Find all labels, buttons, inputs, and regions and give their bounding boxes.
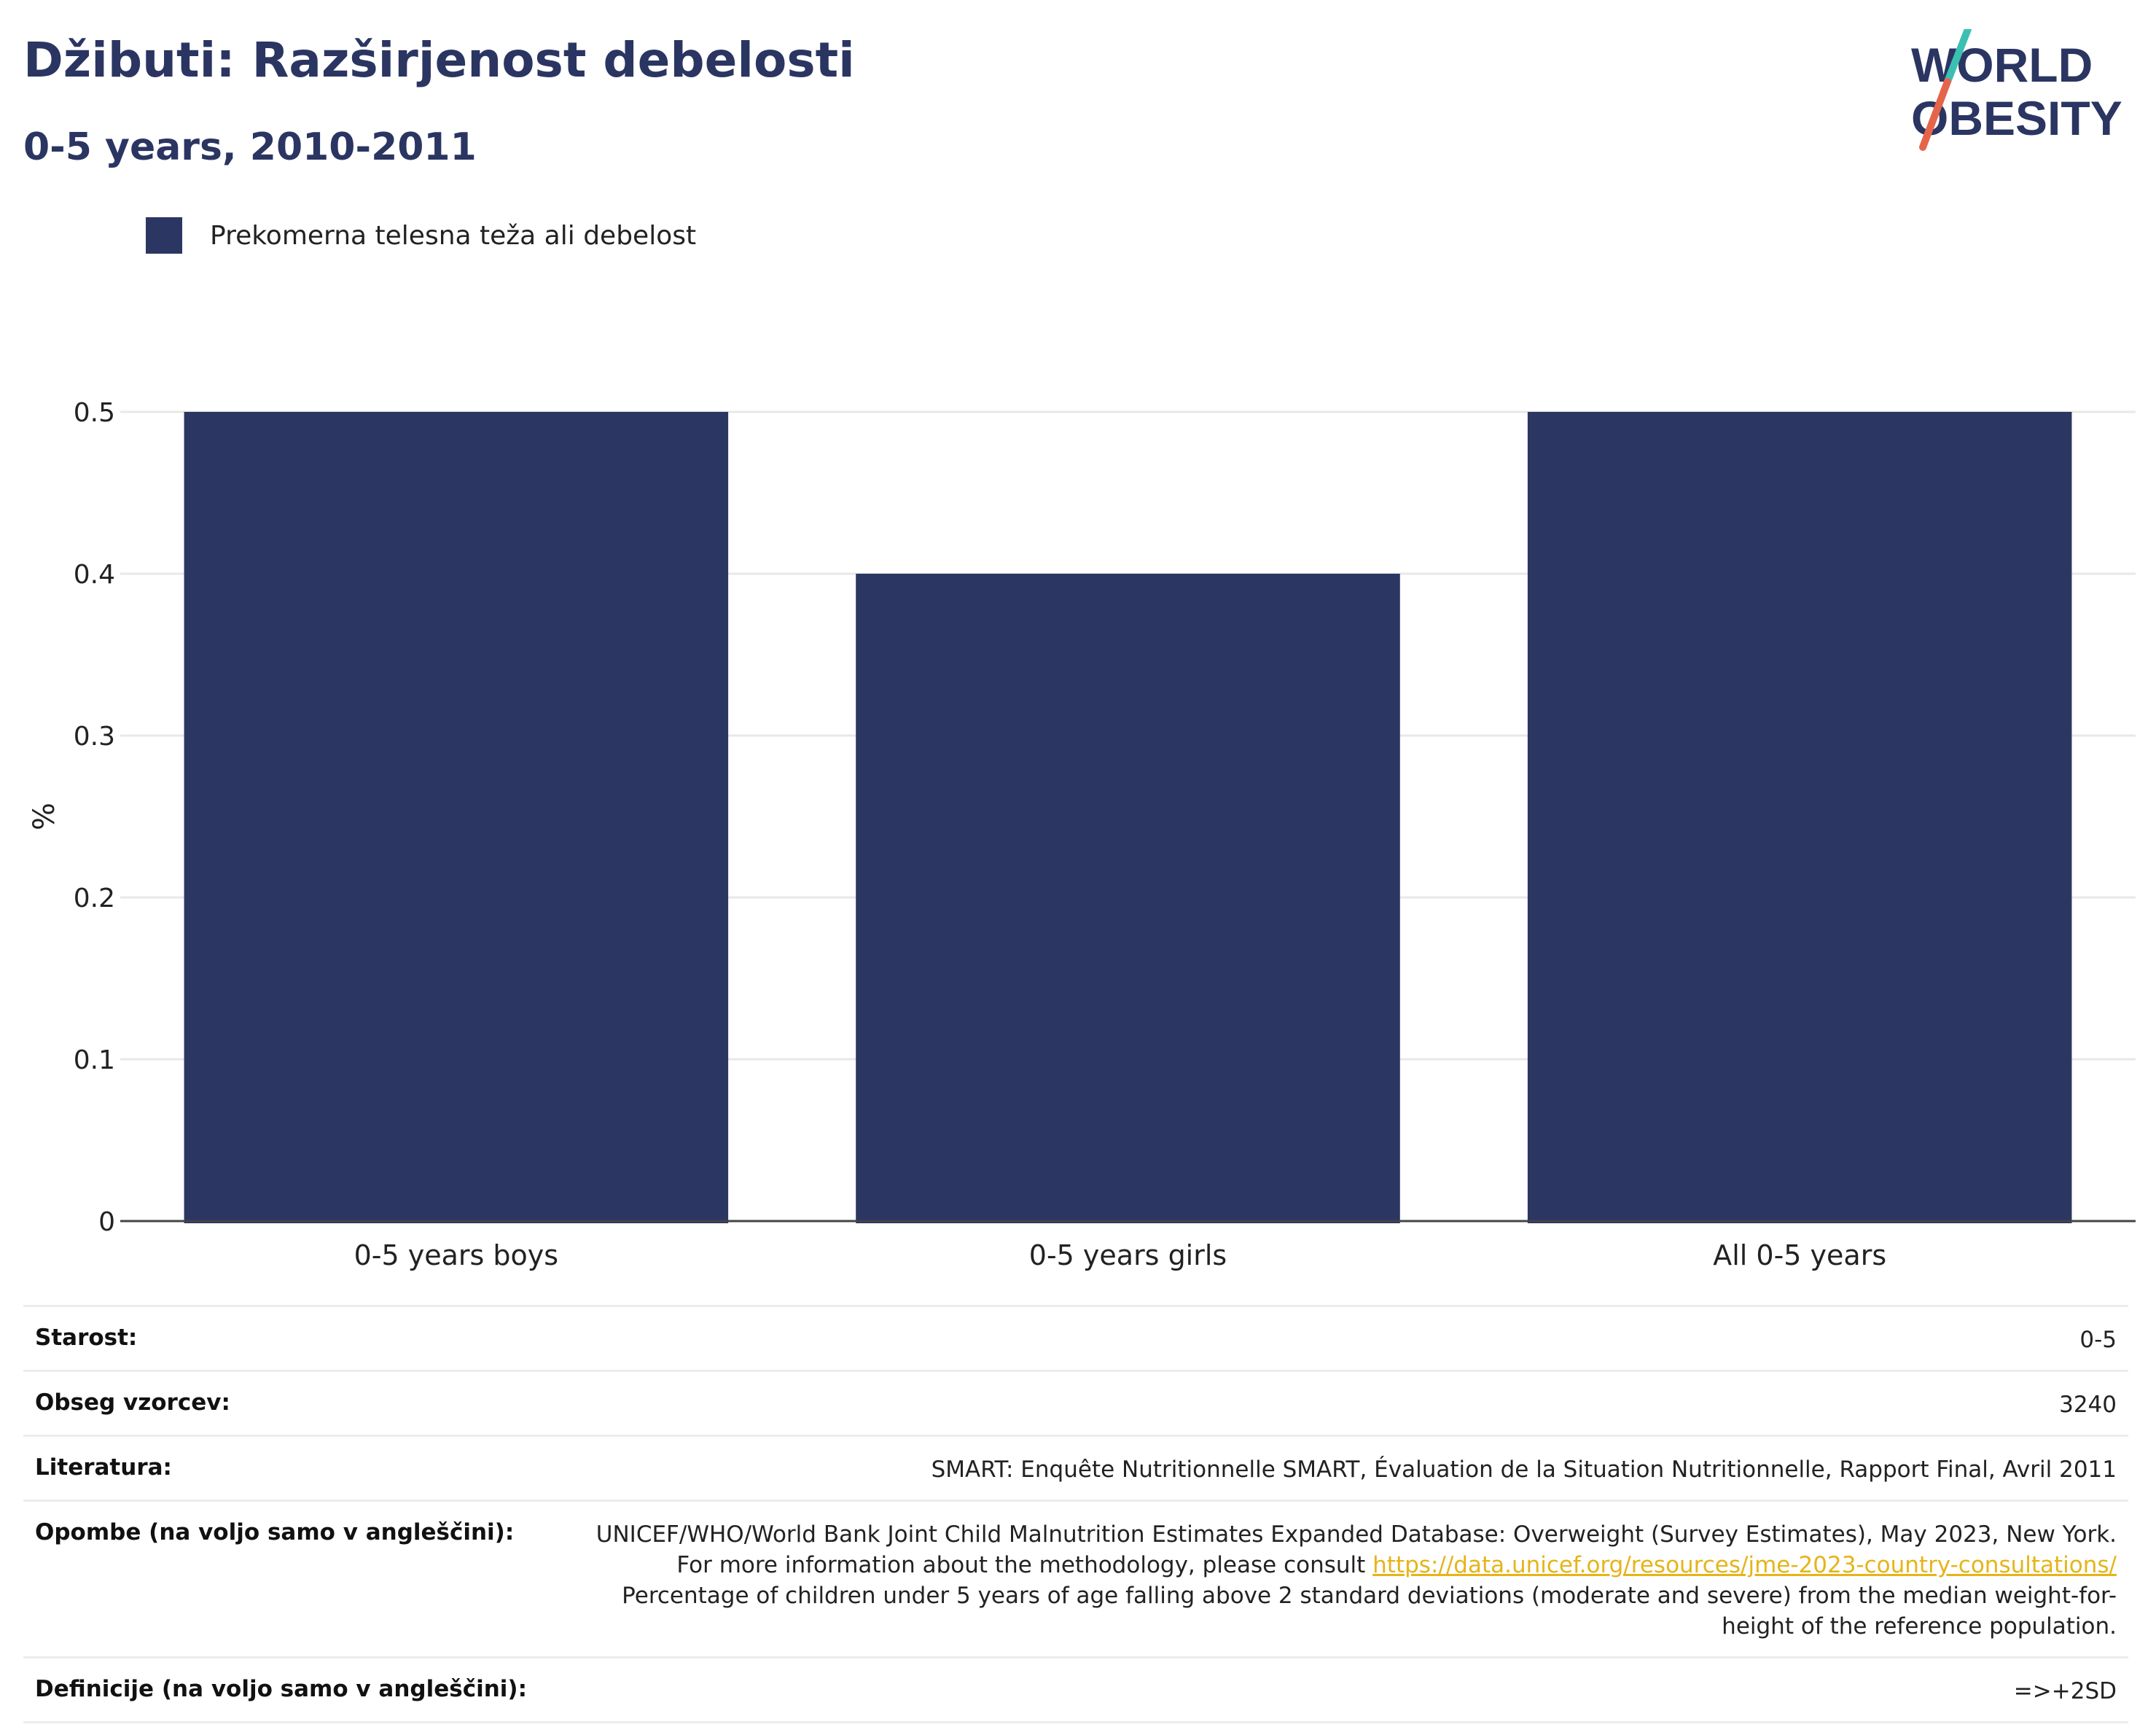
y-tick-label: 0 [98, 1207, 115, 1237]
meta-key-sample: Obseg vzorcev: [35, 1389, 230, 1416]
meta-row-sample: Obseg vzorcev: 3240 [23, 1370, 2128, 1435]
meta-row-notes: Opombe (na voljo samo v angleščini): UNI… [23, 1500, 2128, 1656]
meta-key-literature: Literatura: [35, 1454, 172, 1481]
notes-text-2: Percentage of children under 5 years of … [622, 1583, 2117, 1640]
meta-row-definitions: Definicije (na voljo samo v angleščini):… [23, 1656, 2128, 1723]
meta-value-notes: UNICEF/WHO/World Bank Joint Child Malnut… [586, 1519, 2117, 1642]
chart-title: Džibuti: Razširjenost debelosti [23, 32, 855, 88]
bar [184, 412, 729, 1223]
x-tick-label: 0-5 years boys [354, 1239, 558, 1271]
methodology-link[interactable]: https://data.unicef.org/resources/jme-20… [1372, 1552, 2117, 1578]
world-obesity-logo: WORLD OBESITY [1911, 29, 2122, 151]
logo-text-obesity: OBESITY [1911, 91, 2122, 145]
legend-swatch [146, 217, 182, 254]
meta-row-literature: Literatura: SMART: Enquête Nutritionnell… [23, 1435, 2128, 1500]
legend-label: Prekomerna telesna teža ali debelost [210, 220, 697, 251]
legend: Prekomerna telesna teža ali debelost [146, 217, 696, 254]
metadata-table: Starost: 0-5 Obseg vzorcev: 3240 Literat… [23, 1305, 2128, 1723]
y-tick-label: 0.3 [74, 722, 115, 752]
x-tick-label: All 0-5 years [1713, 1239, 1886, 1271]
meta-value-sample: 3240 [2059, 1392, 2117, 1418]
bar-chart: 0 0.1 0.2 0.3 0.4 0.5% 0-5 years boys 0-5 years… [28, 398, 2136, 1271]
logo-slash-coral [1919, 78, 1951, 151]
y-tick-label: 0.5 [74, 398, 115, 428]
y-tick-label: 0.2 [74, 884, 115, 913]
chart-subtitle: 0-5 years, 2010-2011 [23, 125, 477, 169]
logo-slash-teal [1944, 29, 1972, 85]
notes-text-1: UNICEF/WHO/World Bank Joint Child Malnut… [595, 1521, 2117, 1578]
y-tick-label: 0.1 [74, 1045, 115, 1075]
meta-key-definitions: Definicije (na voljo samo v angleščini): [35, 1676, 527, 1702]
y-tick-label: 0.4 [74, 560, 115, 590]
meta-key-age: Starost: [35, 1325, 138, 1351]
bar [856, 574, 1400, 1223]
x-tick-label: 0-5 years girls [1029, 1239, 1227, 1271]
meta-value-age: 0-5 [2079, 1327, 2117, 1353]
logo-text-world: WORLD [1911, 38, 2093, 92]
bar [1527, 412, 2072, 1223]
y-axis-title: % [28, 803, 61, 830]
meta-row-age: Starost: 0-5 [23, 1305, 2128, 1370]
meta-key-notes: Opombe (na voljo samo v angleščini): [35, 1519, 515, 1545]
meta-value-definitions: =>+2SD [2013, 1678, 2117, 1704]
meta-value-literature: SMART: Enquête Nutritionnelle SMART, Éva… [931, 1457, 2117, 1483]
